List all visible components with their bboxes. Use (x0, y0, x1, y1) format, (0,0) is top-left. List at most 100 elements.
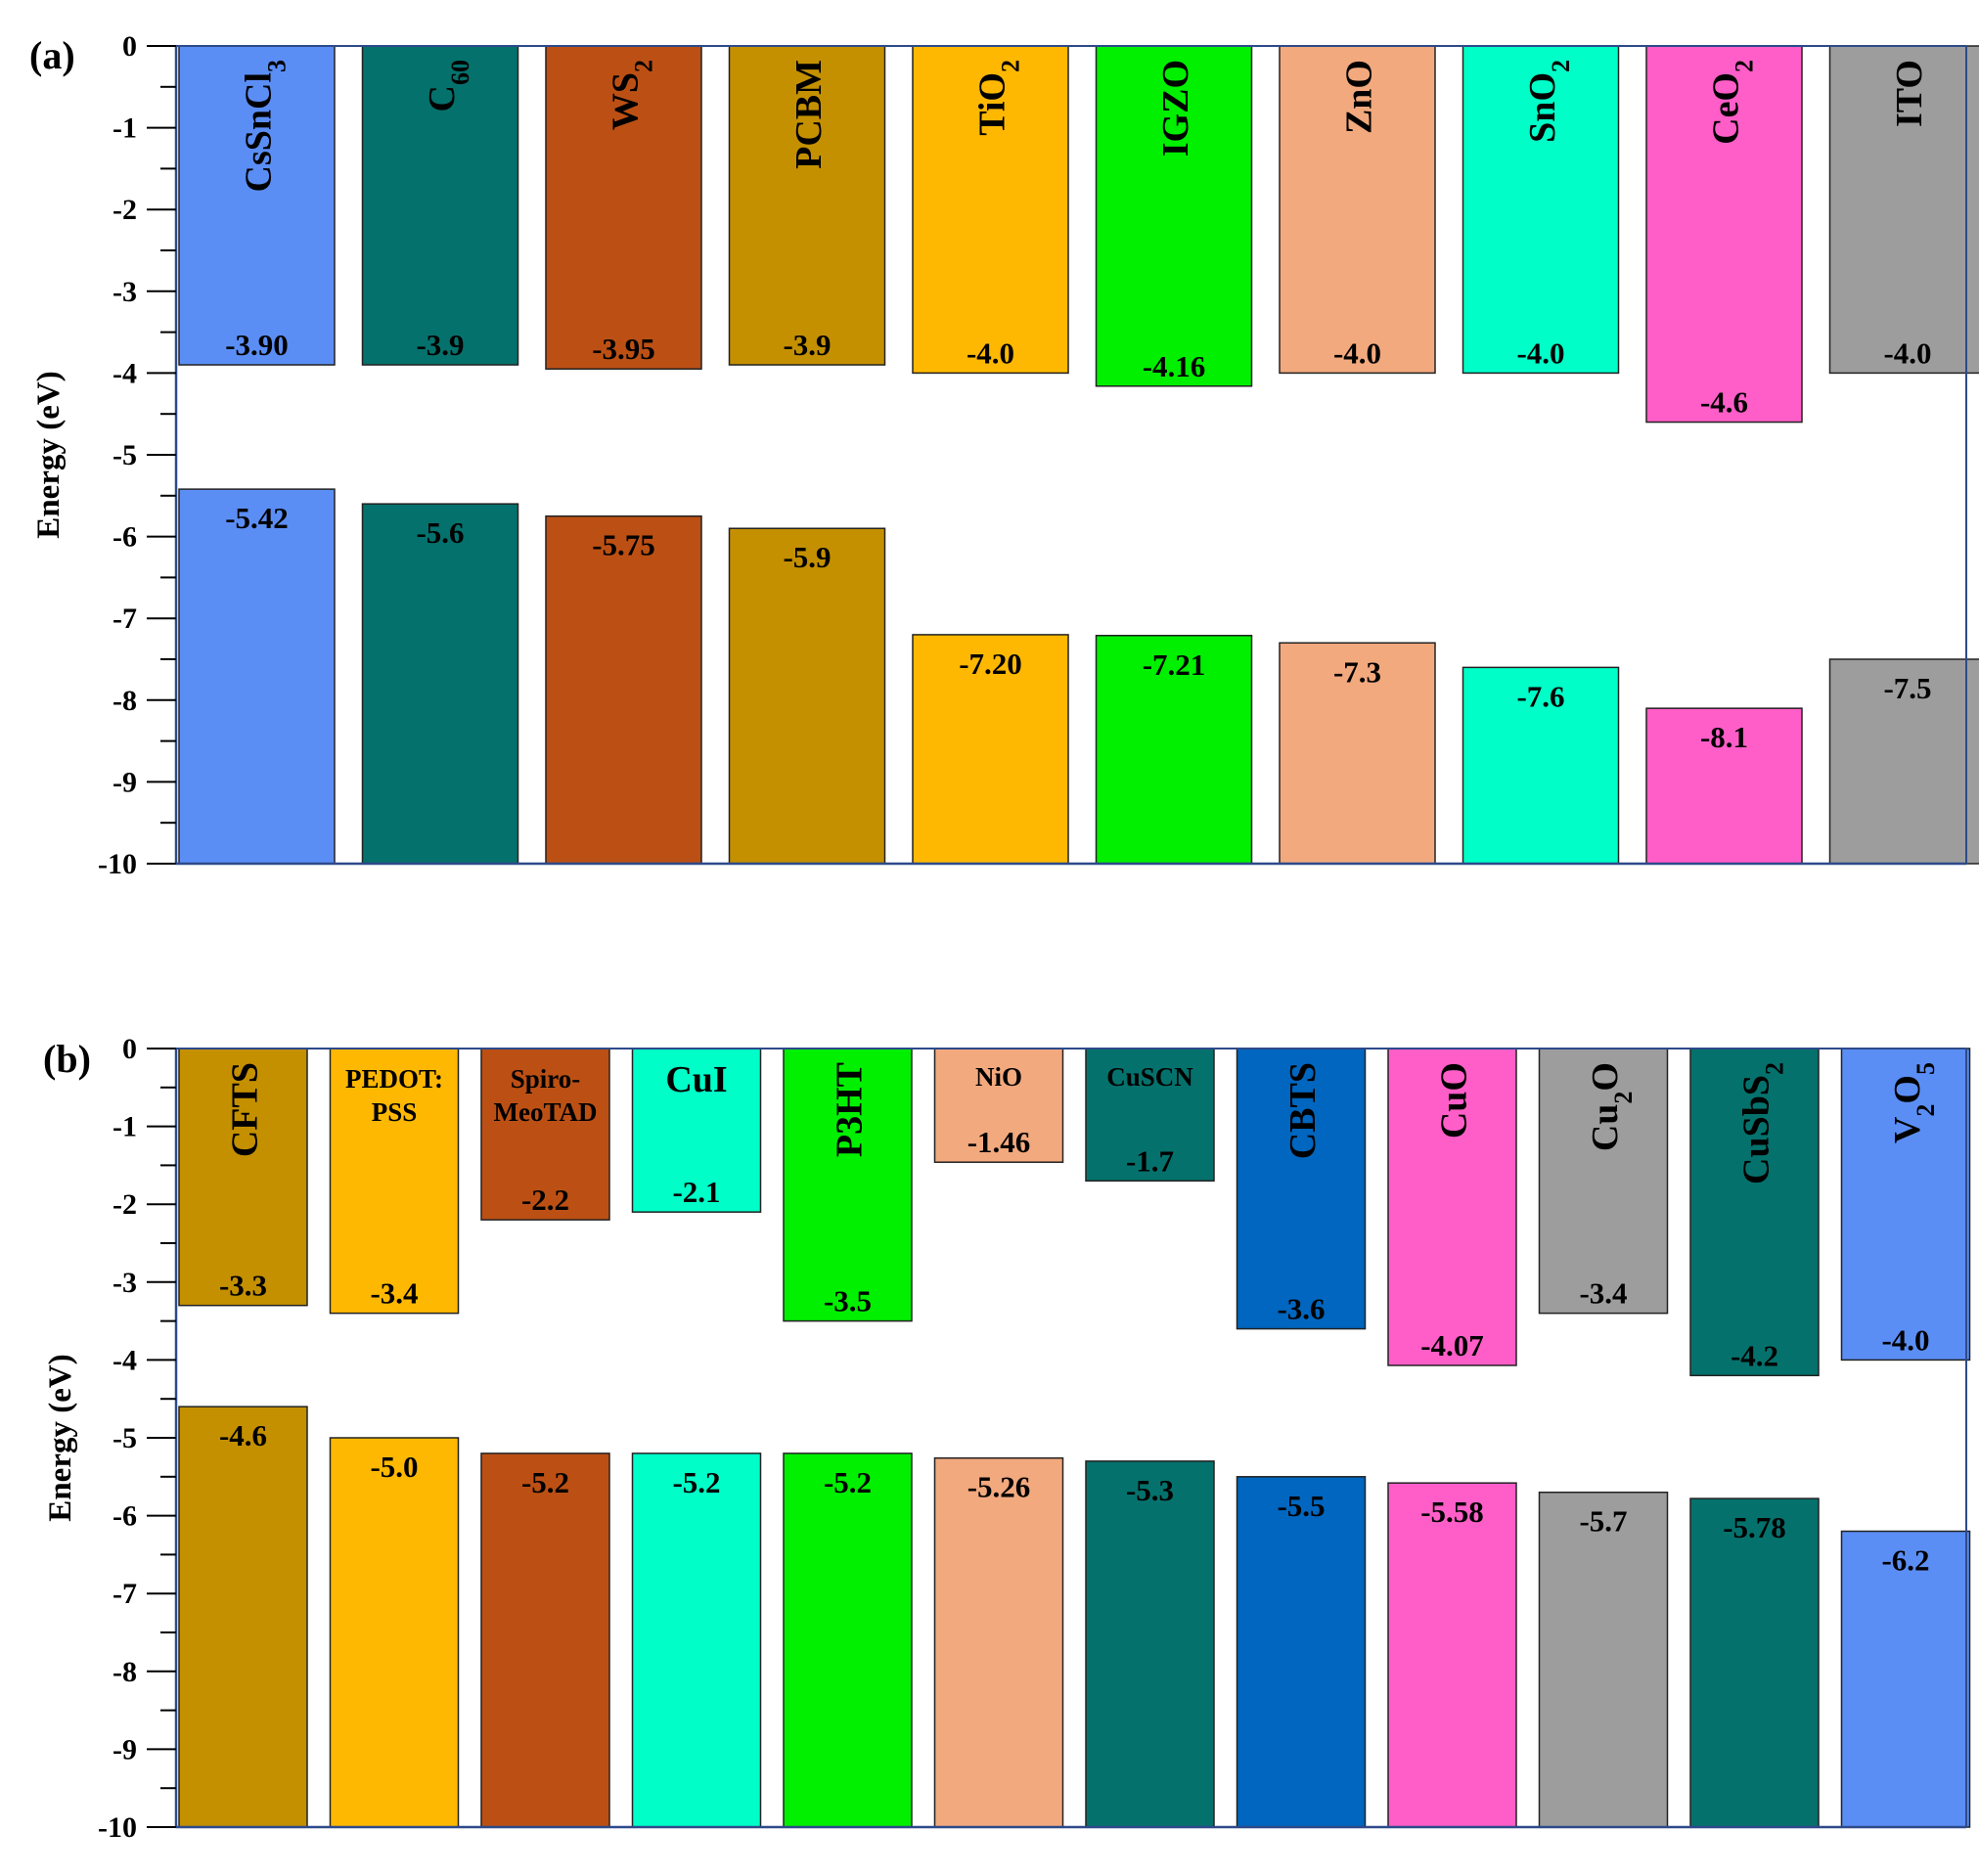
upper-bar (1538, 1048, 1669, 1315)
lower-value-label: -5.2 (672, 1465, 720, 1499)
upper-value-label: -4.0 (1333, 335, 1381, 370)
upper-value-label: -1.46 (967, 1125, 1031, 1159)
material-name-label: V2O5 (1887, 1062, 1940, 1143)
material-subscript: 2 (996, 60, 1024, 72)
upper-bar (545, 45, 702, 370)
y-axis-label: Energy (eV) (31, 371, 67, 538)
y-tick-label: -6 (112, 1500, 137, 1533)
panel-b: -3.3 -4.6 CFTS -3.4 -5.0 PEDOT:PSS -2.2 -5.2 Spi… (43, 1033, 1971, 1844)
panel-a: -3.90-5.42CsSnCl3-3.9-5.6C60-3.95-5.75WS… (29, 30, 1979, 880)
y-tick-label: -6 (112, 521, 137, 554)
y-tick-label: -1 (112, 112, 137, 145)
material-name-tail: O (1585, 1062, 1626, 1092)
lower-bar (1462, 666, 1620, 865)
material-name-label: CuI (665, 1059, 727, 1100)
material-name-label: IGZO (1155, 60, 1196, 156)
upper-bar (1840, 1048, 1971, 1362)
lower-bar (933, 1456, 1064, 1828)
upper-value-label: -3.9 (416, 328, 464, 362)
material-name: CBTS (1282, 1062, 1324, 1159)
lower-bar (912, 634, 1069, 865)
lower-bar (1085, 1460, 1215, 1828)
material-name-label: C60 (422, 60, 474, 112)
material-name-label: CsSnCl3 (239, 60, 292, 193)
lower-bar (1387, 1482, 1517, 1828)
material-name-line2: MeoTAD (494, 1097, 598, 1127)
lower-value-label: -5.2 (824, 1465, 872, 1499)
lower-bar (728, 527, 886, 865)
material-name: Cu (1585, 1104, 1626, 1152)
upper-value-label: -3.90 (225, 328, 289, 362)
y-tick-label: -4 (112, 357, 137, 389)
lower-bar (178, 1406, 308, 1828)
lower-bar (1279, 642, 1436, 865)
upper-bar (361, 45, 519, 366)
upper-value-label: -2.2 (521, 1183, 569, 1217)
lower-bar (1538, 1491, 1669, 1828)
y-tick-label: -10 (98, 848, 137, 880)
lower-bar (783, 1452, 913, 1828)
upper-value-label: -3.4 (370, 1276, 418, 1311)
upper-value-label: -3.4 (1579, 1276, 1627, 1311)
lower-bar (1689, 1497, 1820, 1828)
material-name-label: TiO2 (972, 60, 1025, 136)
material-name-line2: PSS (372, 1097, 418, 1127)
lower-value-label: -5.0 (370, 1450, 418, 1484)
upper-value-label: -2.1 (672, 1175, 720, 1209)
lower-value-label: -5.26 (967, 1470, 1031, 1504)
upper-bar (728, 45, 886, 366)
upper-value-label: -4.0 (967, 335, 1014, 370)
lower-bar (329, 1437, 460, 1828)
material-name-label: SnO2 (1522, 60, 1575, 143)
y-tick-label: -7 (112, 1578, 137, 1610)
upper-bar (1828, 45, 1979, 375)
upper-bar (1085, 1048, 1215, 1183)
lower-bar (545, 514, 702, 865)
upper-bar (1645, 45, 1803, 424)
lower-bar (361, 503, 519, 865)
material-subscript-2: 5 (1912, 1062, 1940, 1075)
lower-value-label: -7.20 (959, 647, 1022, 681)
upper-bar (1279, 45, 1436, 375)
y-tick-label: -9 (112, 1733, 137, 1765)
y-tick-label: -3 (112, 276, 137, 308)
material-name-label: ITO (1889, 60, 1930, 127)
y-tick-label: 0 (122, 30, 137, 63)
upper-value-label: -4.6 (1700, 385, 1748, 420)
material-name-label: NiO (975, 1062, 1022, 1092)
lower-value-label: -5.7 (1579, 1504, 1627, 1539)
y-tick-label: -10 (98, 1811, 137, 1844)
material-name: IGZO (1155, 60, 1196, 156)
material-name: V (1887, 1116, 1928, 1143)
lower-value-label: -8.1 (1700, 720, 1748, 754)
upper-bar (480, 1048, 610, 1221)
material-name-tail: O (1887, 1075, 1928, 1104)
material-name-label: CFTS (225, 1062, 266, 1157)
material-name: CsSnCl (239, 72, 280, 193)
y-tick-label: -4 (112, 1344, 137, 1376)
y-tick-label: -7 (112, 603, 137, 635)
lower-value-label: -7.3 (1333, 654, 1381, 689)
y-tick-label: -2 (112, 194, 137, 226)
material-subscript: 2 (1547, 60, 1575, 72)
material-name: WS (606, 72, 647, 130)
material-name-label: CuSCN (1106, 1062, 1193, 1092)
material-name-label: P3HT (830, 1062, 871, 1157)
y-tick-label: 0 (122, 1033, 137, 1065)
material-name: ITO (1889, 60, 1930, 127)
upper-value-label: -4.0 (1516, 335, 1564, 370)
lower-value-label: -5.78 (1723, 1510, 1786, 1544)
upper-value-label: -3.9 (783, 328, 831, 362)
y-tick-label: -1 (112, 1111, 137, 1143)
upper-value-label: -3.5 (824, 1284, 872, 1318)
upper-bar (1462, 45, 1620, 375)
material-name-label: WS2 (606, 60, 658, 130)
lower-value-label: -5.9 (783, 540, 831, 574)
lower-value-label: -5.2 (521, 1465, 569, 1499)
material-subscript: 2 (1609, 1092, 1638, 1104)
lower-value-label: -5.3 (1126, 1473, 1174, 1507)
material-name-label: CeO2 (1706, 60, 1759, 145)
material-name-label: PCBM (788, 60, 830, 169)
material-name-line1: Spiro- (511, 1064, 581, 1094)
